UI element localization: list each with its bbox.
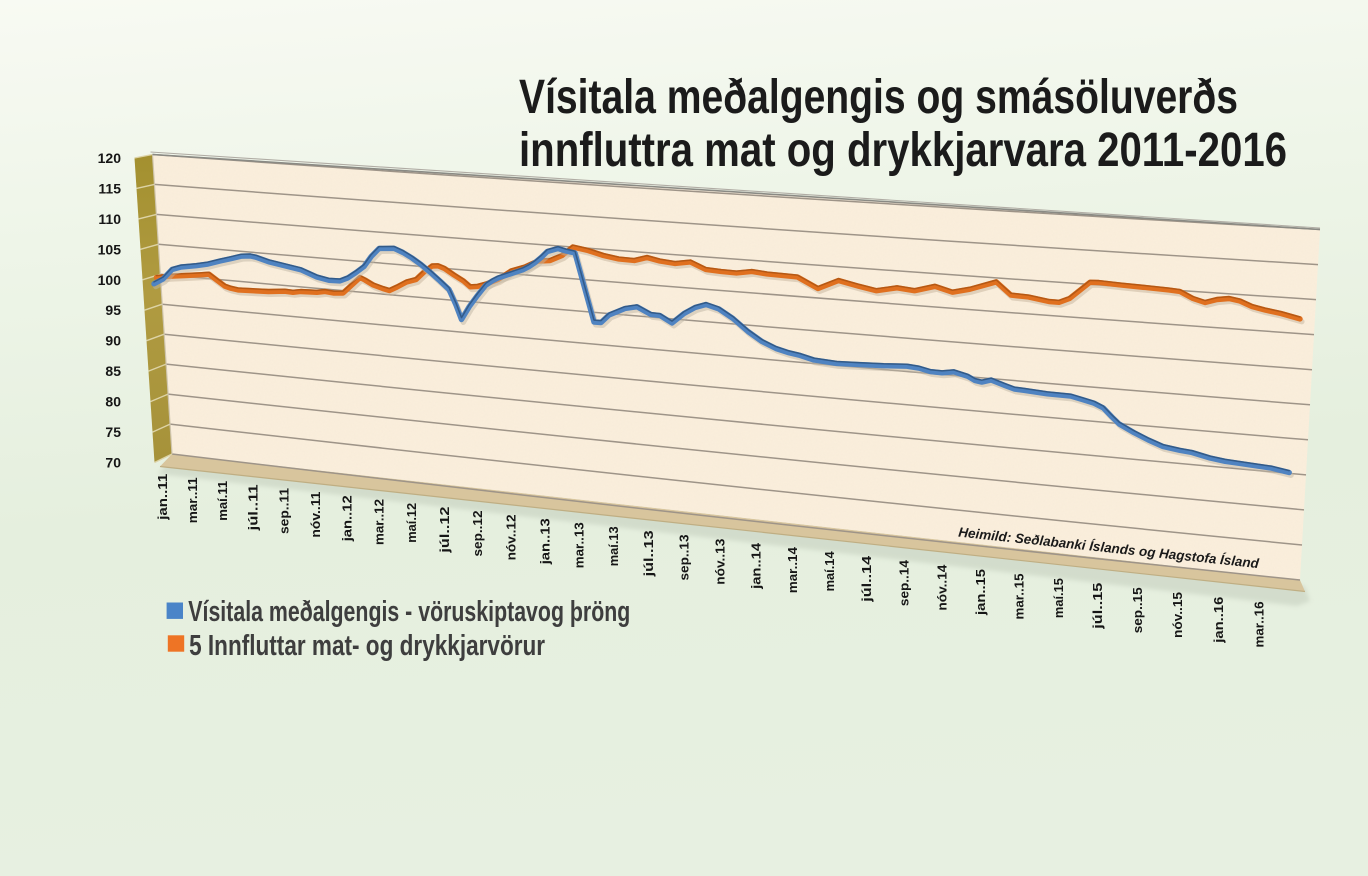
svg-text:nóv..13: nóv..13: [713, 539, 727, 585]
svg-text:mar..15: mar..15: [1013, 573, 1027, 619]
svg-text:innfluttra mat og drykkjarvara: innfluttra mat og drykkjarvara 2011-2016: [519, 124, 1287, 177]
svg-text:jan..11: jan..11: [156, 474, 170, 521]
svg-text:Vísitala meðalgengis og smásöl: Vísitala meðalgengis og smásöluverðs: [519, 71, 1238, 124]
svg-text:júl..14: júl..14: [860, 556, 874, 603]
svg-text:120: 120: [98, 150, 122, 166]
svg-text:nóv..12: nóv..12: [504, 514, 518, 560]
svg-text:jan..16: jan..16: [1212, 597, 1226, 644]
svg-text:júl..11: júl..11: [247, 484, 261, 531]
svg-text:maí.13: maí.13: [607, 526, 621, 566]
svg-text:sep..13: sep..13: [678, 534, 692, 580]
svg-text:mar..16: mar..16: [1253, 601, 1267, 647]
svg-text:júl..12: júl..12: [438, 507, 452, 554]
svg-text:sep..11: sep..11: [278, 488, 292, 534]
svg-text:maí.14: maí.14: [823, 551, 837, 591]
svg-text:5 Innfluttar mat- og drykkjar: 5 Innfluttar mat- og drykkjarvörur: [189, 630, 545, 662]
svg-text:maí.12: maí.12: [405, 503, 419, 543]
svg-text:95: 95: [105, 302, 121, 318]
svg-text:110: 110: [98, 211, 121, 227]
svg-text:nóv..15: nóv..15: [1171, 592, 1185, 638]
svg-text:mar..11: mar..11: [186, 477, 200, 523]
svg-text:115: 115: [98, 180, 121, 196]
svg-text:sep..14: sep..14: [898, 560, 912, 606]
svg-text:júl..13: júl..13: [642, 530, 656, 577]
svg-text:maí.15: maí.15: [1052, 578, 1066, 618]
svg-text:nóv..11: nóv..11: [309, 492, 323, 538]
svg-text:85: 85: [105, 363, 121, 379]
svg-text:sep..12: sep..12: [471, 510, 485, 556]
svg-text:75: 75: [105, 424, 121, 440]
svg-text:Vísitala meðalgengis - vöruski: Vísitala meðalgengis - vöruskiptavog þrö…: [188, 596, 630, 628]
svg-text:jan..12: jan..12: [341, 495, 355, 542]
svg-text:100: 100: [98, 272, 122, 288]
svg-text:80: 80: [105, 394, 121, 410]
svg-text:90: 90: [105, 333, 121, 349]
svg-text:nóv..14: nóv..14: [936, 565, 950, 611]
svg-text:jan..15: jan..15: [974, 569, 988, 616]
svg-text:105: 105: [98, 241, 122, 257]
svg-text:jan..14: jan..14: [750, 543, 764, 590]
svg-text:mar..14: mar..14: [786, 547, 800, 593]
svg-text:70: 70: [105, 455, 121, 471]
svg-text:jan..13: jan..13: [538, 518, 552, 565]
svg-text:mar..13: mar..13: [573, 522, 587, 568]
svg-text:maí.11: maí.11: [216, 481, 230, 521]
svg-text:sep..15: sep..15: [1131, 587, 1145, 633]
svg-text:mar..12: mar..12: [373, 499, 387, 545]
svg-text:júl..15: júl..15: [1091, 583, 1105, 630]
